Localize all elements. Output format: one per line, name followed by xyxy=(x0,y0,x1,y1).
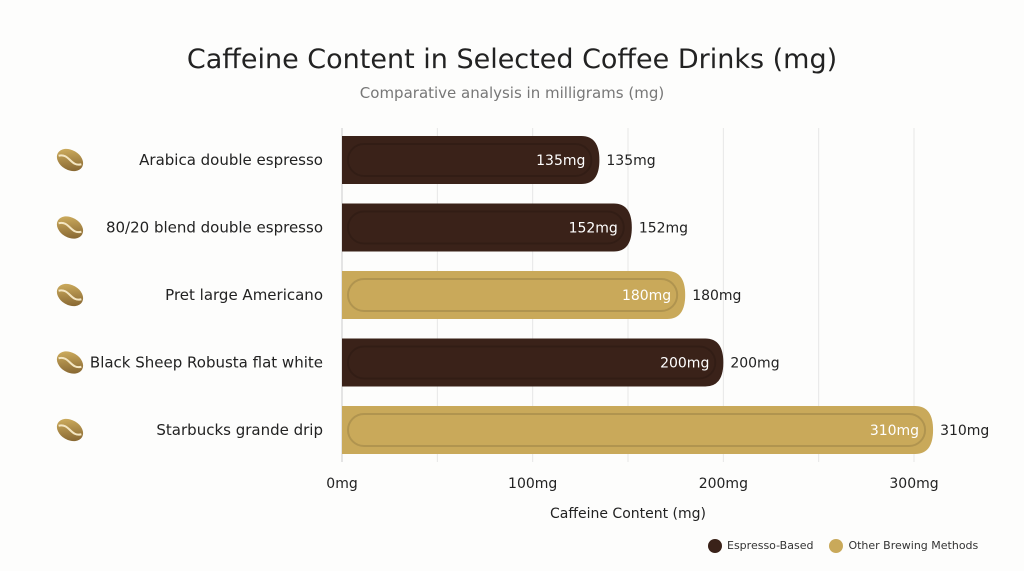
legend-label: Espresso-Based xyxy=(727,539,814,552)
bar-inner-label: 200mg xyxy=(660,356,709,372)
data-label: 310mg xyxy=(940,423,989,439)
bar-inner-label: 135mg xyxy=(536,153,585,169)
legend-item-other: Other Brewing Methods xyxy=(829,539,978,553)
data-label: 200mg xyxy=(730,356,779,372)
coffee-bean-icon xyxy=(56,148,84,172)
bar-inner-outline xyxy=(347,210,625,245)
category-label: Black Sheep Robusta flat white xyxy=(90,354,323,372)
chart-subtitle: Comparative analysis in milligrams (mg) xyxy=(359,84,665,102)
bar-inner-label: 180mg xyxy=(622,288,671,304)
bar xyxy=(342,136,600,184)
bar xyxy=(342,203,632,252)
coffee-bean-icon xyxy=(56,418,84,442)
bar xyxy=(342,406,934,454)
bar-inner-outline xyxy=(347,143,593,177)
bar-inner-outline xyxy=(347,278,679,312)
coffee-bean-icon xyxy=(56,283,84,307)
bar-inner-outline xyxy=(347,345,717,380)
legend-item-espresso: Espresso-Based xyxy=(708,539,813,553)
x-tick-label: 200mg xyxy=(699,476,748,492)
legend-label: Other Brewing Methods xyxy=(848,539,979,552)
legend: Espresso-Based Other Brewing Methods xyxy=(708,539,978,553)
x-tick-label: 0mg xyxy=(326,476,357,492)
category-label: Pret large Americano xyxy=(165,286,323,304)
bar xyxy=(342,271,686,319)
category-label: Starbucks grande drip xyxy=(156,421,323,439)
x-tick-label: 300mg xyxy=(889,476,938,492)
chart-title: Caffeine Content in Selected Coffee Drin… xyxy=(186,44,838,75)
x-tick-label: 100mg xyxy=(508,476,557,492)
data-label: 180mg xyxy=(692,288,741,304)
bar xyxy=(342,338,724,387)
bar-inner-outline xyxy=(347,413,927,447)
bar-inner-label: 152mg xyxy=(569,221,618,237)
coffee-bean-icon xyxy=(56,216,84,239)
bar-inner-label: 310mg xyxy=(870,423,919,439)
data-label: 152mg xyxy=(639,221,688,237)
data-label: 135mg xyxy=(606,153,655,169)
x-axis-label: Caffeine Content (mg) xyxy=(550,506,706,522)
category-label: 80/20 blend double espresso xyxy=(106,219,323,237)
category-label: Arabica double espresso xyxy=(139,151,323,169)
coffee-bean-icon xyxy=(56,351,84,374)
